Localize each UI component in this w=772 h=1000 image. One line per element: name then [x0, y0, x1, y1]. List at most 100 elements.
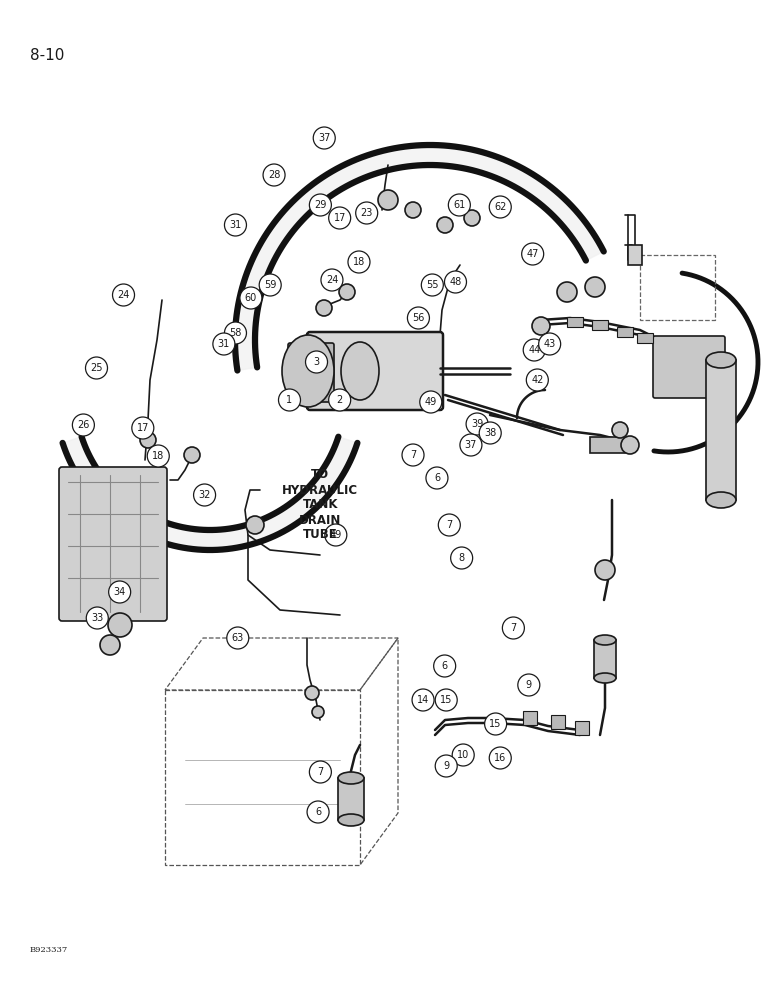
Text: 37: 37 [465, 440, 477, 450]
Circle shape [246, 516, 264, 534]
Bar [575, 721, 589, 735]
Circle shape [503, 617, 524, 639]
Circle shape [86, 607, 108, 629]
Text: 6: 6 [442, 661, 448, 671]
Circle shape [518, 674, 540, 696]
Bar [592, 320, 608, 330]
Text: 7: 7 [317, 767, 323, 777]
Bar [640, 255, 715, 320]
Circle shape [438, 514, 460, 536]
Circle shape [621, 436, 639, 454]
Text: 24: 24 [117, 290, 130, 300]
Circle shape [113, 284, 134, 306]
Bar [637, 333, 653, 343]
Circle shape [140, 432, 156, 448]
Circle shape [422, 274, 443, 296]
Circle shape [329, 207, 350, 229]
Circle shape [434, 655, 455, 677]
Circle shape [420, 391, 442, 413]
Circle shape [321, 269, 343, 291]
Circle shape [405, 202, 421, 218]
Text: 28: 28 [268, 170, 280, 180]
Bar [706, 360, 736, 500]
Circle shape [279, 389, 300, 411]
Text: 6: 6 [434, 473, 440, 483]
Circle shape [479, 422, 501, 444]
Text: 9: 9 [443, 761, 449, 771]
Circle shape [445, 271, 466, 293]
Text: 37: 37 [318, 133, 330, 143]
Text: 6: 6 [315, 807, 321, 817]
Text: 24: 24 [326, 275, 338, 285]
Text: 59: 59 [264, 280, 276, 290]
Bar [594, 640, 616, 678]
Text: 63: 63 [232, 633, 244, 643]
Circle shape [339, 284, 355, 300]
Bar [551, 715, 565, 729]
Text: 31: 31 [229, 220, 242, 230]
Circle shape [356, 202, 378, 224]
FancyBboxPatch shape [59, 467, 167, 621]
Circle shape [100, 635, 120, 655]
Ellipse shape [594, 673, 616, 683]
Circle shape [408, 307, 429, 329]
Text: 38: 38 [484, 428, 496, 438]
Text: 31: 31 [218, 339, 230, 349]
Text: 10: 10 [457, 750, 469, 760]
Circle shape [451, 547, 472, 569]
Text: 55: 55 [426, 280, 438, 290]
Text: 61: 61 [453, 200, 466, 210]
Circle shape [329, 389, 350, 411]
Text: 26: 26 [77, 420, 90, 430]
Circle shape [557, 282, 577, 302]
Bar [617, 327, 633, 337]
Circle shape [489, 196, 511, 218]
Ellipse shape [706, 492, 736, 508]
Text: 47: 47 [527, 249, 539, 259]
Text: 43: 43 [543, 339, 556, 349]
Polygon shape [235, 145, 604, 371]
Bar [590, 437, 625, 453]
Circle shape [435, 689, 457, 711]
Circle shape [412, 689, 434, 711]
Text: 34: 34 [113, 587, 126, 597]
FancyBboxPatch shape [288, 343, 334, 402]
Text: 58: 58 [229, 328, 242, 338]
Circle shape [612, 422, 628, 438]
Text: 7: 7 [510, 623, 516, 633]
Text: 17: 17 [137, 423, 149, 433]
Circle shape [449, 194, 470, 216]
FancyBboxPatch shape [653, 336, 725, 398]
Ellipse shape [338, 772, 364, 784]
Circle shape [402, 444, 424, 466]
Circle shape [132, 417, 154, 439]
Circle shape [184, 447, 200, 463]
Circle shape [452, 744, 474, 766]
Circle shape [306, 351, 327, 373]
Text: 42: 42 [531, 375, 543, 385]
Circle shape [147, 445, 169, 467]
Text: 18: 18 [353, 257, 365, 267]
Circle shape [108, 613, 132, 637]
Circle shape [464, 210, 480, 226]
Circle shape [539, 333, 560, 355]
Circle shape [109, 581, 130, 603]
Circle shape [194, 484, 215, 506]
Circle shape [325, 524, 347, 546]
Circle shape [466, 413, 488, 435]
Text: 39: 39 [471, 419, 483, 429]
Circle shape [312, 706, 324, 718]
Text: 60: 60 [245, 293, 257, 303]
Polygon shape [63, 437, 357, 550]
Text: 8-10: 8-10 [30, 47, 64, 62]
Text: 18: 18 [152, 451, 164, 461]
Text: 33: 33 [91, 613, 103, 623]
Circle shape [485, 713, 506, 735]
Text: 15: 15 [440, 695, 452, 705]
Ellipse shape [706, 352, 736, 368]
Circle shape [527, 369, 548, 391]
Circle shape [523, 339, 545, 361]
Text: 29: 29 [314, 200, 327, 210]
Text: 56: 56 [412, 313, 425, 323]
Text: B923337: B923337 [30, 946, 68, 954]
